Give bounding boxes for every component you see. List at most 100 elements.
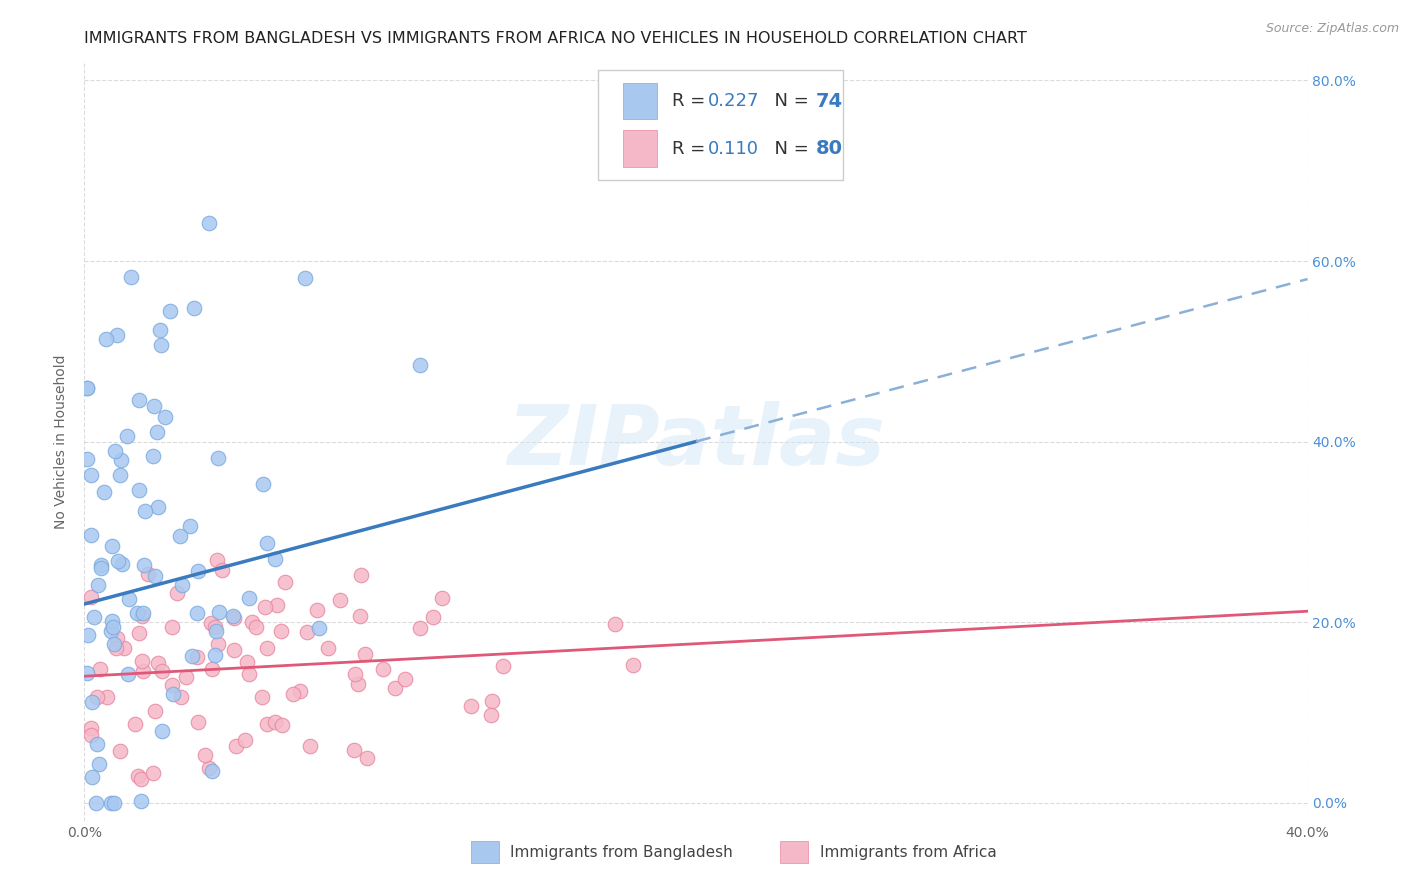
Point xyxy=(80,728,103,742)
Point xyxy=(150,723,173,738)
Point xyxy=(104,443,127,458)
Point xyxy=(100,796,122,810)
Point xyxy=(256,716,278,731)
Text: ZIPatlas: ZIPatlas xyxy=(508,401,884,482)
Point xyxy=(117,667,139,681)
Text: N =: N = xyxy=(763,140,814,158)
Point xyxy=(308,621,330,635)
Point xyxy=(160,677,183,691)
Point xyxy=(197,761,219,775)
Point xyxy=(142,765,165,780)
Point xyxy=(134,558,156,572)
Point xyxy=(222,608,245,623)
Point xyxy=(409,621,432,635)
Text: 0.110: 0.110 xyxy=(709,140,759,158)
Point xyxy=(198,216,221,230)
Text: Immigrants from Bangladesh: Immigrants from Bangladesh xyxy=(510,845,733,860)
Point xyxy=(621,658,644,673)
Point xyxy=(87,756,110,771)
Point xyxy=(208,605,231,619)
Point xyxy=(132,607,155,621)
Point xyxy=(160,620,183,634)
Point xyxy=(274,575,297,590)
Point xyxy=(143,704,166,718)
Point xyxy=(86,690,108,704)
Point xyxy=(222,643,245,657)
Point xyxy=(136,567,159,582)
Point xyxy=(271,717,294,731)
Point xyxy=(127,769,149,783)
Point xyxy=(110,744,132,758)
Point xyxy=(112,640,135,655)
Point xyxy=(80,770,103,784)
Point xyxy=(105,631,128,645)
Point xyxy=(108,467,131,482)
Point xyxy=(128,483,150,497)
Text: R =: R = xyxy=(672,140,710,158)
Point xyxy=(481,694,503,708)
Point xyxy=(225,739,247,754)
Point xyxy=(76,451,98,466)
Point xyxy=(174,669,197,683)
Point xyxy=(204,619,226,633)
Point xyxy=(180,648,202,663)
Point xyxy=(233,733,256,747)
Point xyxy=(264,714,287,729)
Point xyxy=(329,593,352,607)
Point xyxy=(222,610,245,624)
Point xyxy=(86,737,108,751)
Point xyxy=(211,563,233,577)
Y-axis label: No Vehicles in Household: No Vehicles in Household xyxy=(55,354,69,529)
Point xyxy=(90,561,112,575)
Point xyxy=(172,578,194,592)
Point xyxy=(131,664,153,678)
Point xyxy=(142,399,165,413)
Point xyxy=(201,764,224,778)
Point xyxy=(295,625,318,640)
Point xyxy=(204,648,226,662)
Point xyxy=(142,450,165,464)
Point xyxy=(90,558,112,573)
Point xyxy=(149,323,172,337)
Point xyxy=(80,467,103,482)
Point xyxy=(96,332,118,346)
Point xyxy=(117,429,139,443)
Point xyxy=(131,608,153,623)
Point xyxy=(394,672,416,686)
Point xyxy=(183,301,205,315)
Point xyxy=(294,271,316,285)
Point xyxy=(100,624,122,638)
Point xyxy=(129,772,152,787)
Point xyxy=(481,708,503,723)
Point xyxy=(207,637,229,651)
Text: Source: ZipAtlas.com: Source: ZipAtlas.com xyxy=(1265,22,1399,36)
Point xyxy=(150,338,173,352)
Point xyxy=(373,662,395,676)
Point xyxy=(87,578,110,592)
Point xyxy=(347,677,370,691)
Point xyxy=(430,591,453,605)
FancyBboxPatch shape xyxy=(623,83,657,120)
Point xyxy=(250,690,273,704)
Point xyxy=(166,586,188,600)
Point xyxy=(111,558,134,572)
Point xyxy=(150,664,173,678)
Point xyxy=(134,504,156,518)
Text: Immigrants from Africa: Immigrants from Africa xyxy=(820,845,997,860)
Point xyxy=(305,603,328,617)
Point xyxy=(101,614,124,628)
Point xyxy=(344,667,367,681)
Point xyxy=(124,717,146,731)
Point xyxy=(146,657,169,671)
Point xyxy=(238,591,260,605)
Point xyxy=(299,739,322,754)
Point xyxy=(120,270,142,285)
Point xyxy=(76,381,98,395)
Point xyxy=(103,636,125,650)
Point xyxy=(103,620,125,634)
Point xyxy=(107,554,129,568)
Text: IMMIGRANTS FROM BANGLADESH VS IMMIGRANTS FROM AFRICA NO VEHICLES IN HOUSEHOLD CO: IMMIGRANTS FROM BANGLADESH VS IMMIGRANTS… xyxy=(84,31,1028,46)
Point xyxy=(131,654,153,668)
Point xyxy=(207,450,229,465)
Point xyxy=(316,640,339,655)
